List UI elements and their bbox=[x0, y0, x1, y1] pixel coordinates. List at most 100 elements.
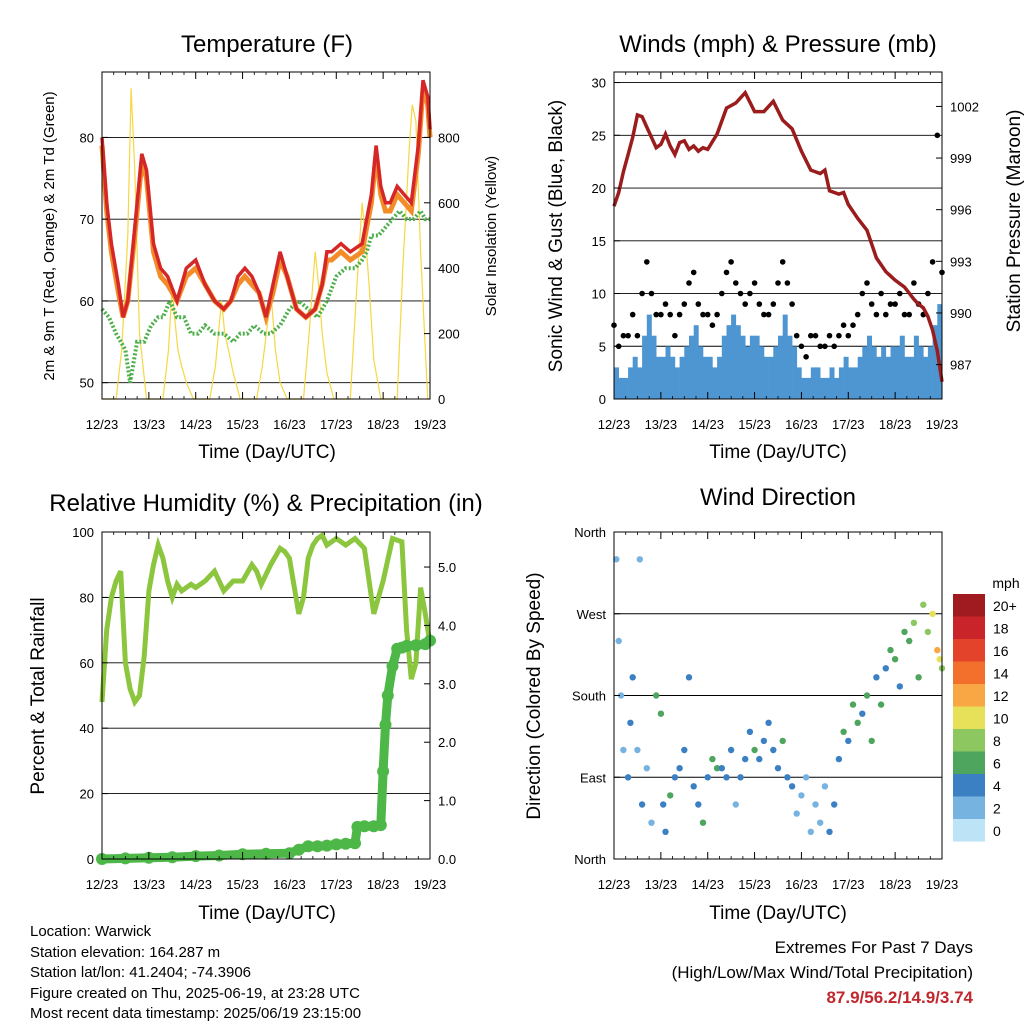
gust-point bbox=[831, 343, 837, 350]
wind-speed-bar bbox=[684, 346, 690, 399]
temperature-xtick-label: 17/23 bbox=[320, 417, 353, 432]
direction-point bbox=[723, 774, 730, 781]
wind-speed-bar bbox=[642, 335, 648, 399]
temperature-title: Temperature (F) bbox=[181, 31, 353, 58]
wind-speed-bar bbox=[909, 356, 915, 399]
direction-xtick-label: 18/23 bbox=[879, 877, 912, 892]
gust-point bbox=[864, 280, 870, 286]
gust-point bbox=[704, 311, 711, 318]
wind-speed-bar bbox=[726, 325, 732, 399]
speed-legend-swatch bbox=[953, 639, 985, 662]
direction-point bbox=[685, 674, 693, 681]
winds-ylabel: Sonic Wind & Gust (Blue, Black) bbox=[546, 100, 567, 372]
gust-point bbox=[634, 332, 641, 339]
winds-xtick-label: 15/23 bbox=[738, 417, 771, 432]
gust-point bbox=[747, 290, 753, 297]
gust-point bbox=[779, 259, 786, 265]
humidity-xtick-label: 18/23 bbox=[367, 877, 400, 892]
temperature-xtick-label: 13/23 bbox=[133, 417, 166, 432]
dewpoint-line bbox=[100, 207, 430, 383]
winds-ylabel-right: Station Pressure (Maroon) bbox=[1004, 110, 1024, 333]
winds-ytick-label: 5 bbox=[599, 339, 606, 354]
humidity-series bbox=[96, 531, 436, 865]
station-latlon: Station lat/lon: 41.2404; -74.3906 bbox=[30, 964, 252, 981]
humidity-ytick-label: 40 bbox=[80, 721, 94, 736]
gust-point bbox=[756, 301, 763, 307]
speed-legend-swatch bbox=[953, 616, 985, 639]
wind-speed-bar bbox=[628, 367, 634, 399]
wind-speed-bar bbox=[801, 377, 807, 399]
wind-speed-bar bbox=[614, 367, 619, 399]
gust-point bbox=[681, 301, 688, 307]
station-elevation: Station elevation: 164.287 m bbox=[30, 943, 221, 961]
direction-point bbox=[845, 737, 852, 745]
direction-point bbox=[788, 783, 796, 790]
direction-point bbox=[660, 801, 667, 808]
gust-point bbox=[662, 301, 669, 307]
gust-point bbox=[901, 311, 908, 318]
precip-point bbox=[320, 839, 333, 852]
gust-point bbox=[826, 332, 833, 339]
gust-point bbox=[620, 332, 627, 339]
gust-point bbox=[887, 301, 894, 307]
winds-ytick-label: 30 bbox=[592, 76, 606, 91]
wind-speed-bar bbox=[679, 356, 685, 399]
direction-point bbox=[936, 656, 943, 663]
direction-point bbox=[784, 774, 791, 781]
winds-ytick-right-label: 993 bbox=[950, 254, 972, 269]
gust-point bbox=[812, 332, 819, 339]
humidity-xtick-label: 15/23 bbox=[226, 877, 259, 892]
humidity-ytick-label: 0 bbox=[87, 852, 94, 867]
precip-point bbox=[330, 838, 343, 851]
gust-point bbox=[765, 311, 772, 318]
gust-point bbox=[733, 280, 739, 286]
gust-point bbox=[808, 332, 814, 339]
direction-point bbox=[802, 774, 810, 781]
temperature-xlabel: Time (Day/UTC) bbox=[198, 442, 336, 463]
speed-legend-swatch bbox=[953, 796, 985, 819]
wind-speed-bar bbox=[867, 335, 872, 399]
speed-legend-label: 4 bbox=[993, 778, 1001, 794]
direction-xtick-label: 12/23 bbox=[598, 877, 631, 892]
direction-ytick-label: North bbox=[574, 852, 606, 867]
gust-point bbox=[714, 311, 720, 318]
direction-point bbox=[812, 801, 819, 808]
winds-xtick-label: 16/23 bbox=[785, 417, 818, 432]
extremes-values: 87.9/56.2/14.9/3.74 bbox=[826, 988, 973, 1007]
direction-point bbox=[643, 765, 650, 772]
temperature-ytick-label: 50 bbox=[80, 376, 94, 391]
wind-speed-bar bbox=[810, 367, 816, 399]
temperature-panel: Temperature (F) 50607080020040060080012/… bbox=[41, 31, 500, 463]
speed-legend-label: 18 bbox=[993, 621, 1009, 637]
pressure-line bbox=[612, 89, 944, 383]
temperature-gridlines bbox=[102, 136, 430, 384]
direction-point bbox=[793, 810, 800, 817]
gust-point bbox=[676, 311, 683, 318]
temperature-ytick-right-label: 200 bbox=[438, 327, 460, 342]
direction-xtick-label: 14/23 bbox=[691, 877, 724, 892]
winds-xtick-label: 18/23 bbox=[879, 417, 912, 432]
direction-point bbox=[929, 610, 936, 617]
gust-point bbox=[892, 301, 898, 307]
wind-speed-bar bbox=[712, 367, 718, 399]
precip-point bbox=[377, 765, 390, 778]
temperature-ylabel: 2m & 9m T (Red, Orange) & 2m Td (Green) bbox=[41, 91, 58, 380]
gust-point bbox=[709, 322, 716, 329]
gust-point bbox=[845, 332, 852, 339]
humidity-ticks: 0 20 40 60 80 100 0.0 1.0 2.0 3.0 4.0 5.0 12/23 13/23… bbox=[72, 525, 456, 892]
winds-ytick-right-label: 987 bbox=[950, 358, 972, 373]
winds-panel: Winds (mph) & Pressure (mb) 0 5 10 15 20 25 30… bbox=[546, 31, 1024, 463]
gust-point bbox=[873, 311, 880, 318]
speed-legend-label: 16 bbox=[993, 643, 1009, 659]
wind-speed-bar bbox=[885, 356, 891, 399]
wind-speed-bar bbox=[787, 335, 793, 399]
humidity-ytick-right-label: 0.0 bbox=[438, 852, 456, 867]
direction-point bbox=[638, 801, 646, 808]
direction-point bbox=[760, 737, 768, 745]
wind-speed-bar bbox=[843, 356, 849, 399]
wind-speed-bar bbox=[792, 346, 798, 399]
direction-point bbox=[667, 792, 674, 799]
direction-point bbox=[910, 619, 918, 626]
temperature-ytick-right-label: 600 bbox=[438, 196, 460, 211]
